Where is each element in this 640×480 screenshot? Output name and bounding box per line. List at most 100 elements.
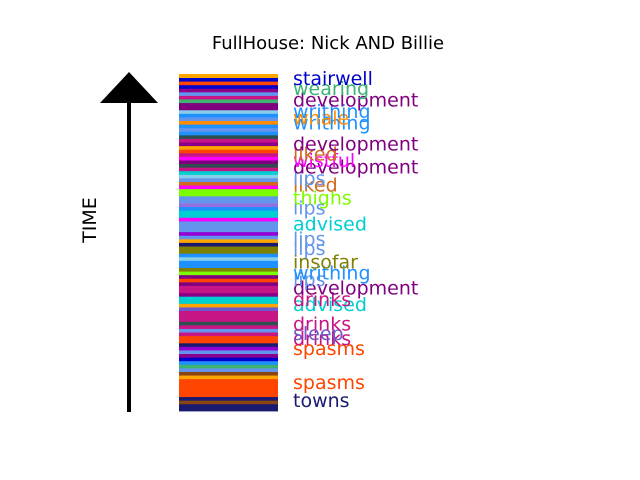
- word-label: writhing: [293, 112, 371, 134]
- stripe: [179, 371, 278, 376]
- stripe: [179, 152, 278, 157]
- stripe: [179, 260, 278, 265]
- word-label: writhing: [293, 101, 371, 123]
- stripe: [179, 267, 278, 272]
- word-label: liked: [293, 174, 338, 196]
- word-label: advised: [293, 294, 367, 316]
- word-label: development: [293, 277, 418, 299]
- stripe: [179, 228, 278, 233]
- stripe: [179, 224, 278, 229]
- stripe: [179, 303, 278, 308]
- stripe: [179, 249, 278, 254]
- stripe: [179, 324, 278, 329]
- stripe: [179, 360, 278, 365]
- stripe: [179, 357, 278, 362]
- stripe: [179, 217, 278, 222]
- stripe: [179, 124, 278, 129]
- word-label: stairwell: [293, 68, 373, 90]
- word-label: development: [293, 89, 418, 111]
- word-labels: townsspasmsspasmsdrinkssleepdrinksadvise…: [293, 68, 418, 412]
- stripe: [179, 167, 278, 172]
- stripe: [179, 382, 278, 387]
- word-label: drinks: [293, 313, 351, 335]
- stripe: [179, 206, 278, 211]
- stripe: [179, 113, 278, 118]
- stripe: [179, 281, 278, 286]
- stripe: [179, 134, 278, 139]
- stripe: [179, 192, 278, 197]
- stripe: [179, 188, 278, 193]
- stripe: [179, 203, 278, 208]
- stripe-column: [179, 74, 278, 412]
- stripe: [179, 213, 278, 218]
- stripe: [179, 321, 278, 326]
- word-label: thighs: [293, 188, 352, 210]
- word-label: lips: [293, 228, 326, 250]
- stripe: [179, 407, 278, 412]
- stripe: [179, 195, 278, 200]
- stripe: [179, 274, 278, 279]
- stripe: [179, 102, 278, 107]
- word-label: liked: [293, 143, 338, 165]
- stripe: [179, 106, 278, 111]
- stripe: [179, 285, 278, 290]
- stripe: [179, 350, 278, 355]
- stripe: [179, 400, 278, 405]
- stripe: [179, 253, 278, 258]
- stripe: [179, 149, 278, 154]
- word-label: spasms: [293, 372, 365, 394]
- word-label: writhing: [293, 263, 371, 285]
- word-label: lips: [293, 197, 326, 219]
- stripe: [179, 91, 278, 96]
- chart-title: FullHouse: Nick AND Billie: [212, 33, 444, 54]
- word-label: lips: [293, 269, 326, 291]
- stripe: [179, 389, 278, 394]
- stripe: [179, 367, 278, 372]
- word-label: towns: [293, 390, 350, 412]
- word-label: drinks: [293, 289, 351, 311]
- stripe: [179, 375, 278, 380]
- stripe: [179, 385, 278, 390]
- stripe: [179, 109, 278, 114]
- stripe: [179, 120, 278, 125]
- stripe: [179, 235, 278, 240]
- stripe: [179, 292, 278, 297]
- word-label: development: [293, 156, 418, 178]
- word-label: drinks: [293, 328, 351, 350]
- stripe: [179, 353, 278, 358]
- stripe: [179, 403, 278, 408]
- stripe: [179, 74, 278, 78]
- stripe: [179, 77, 278, 82]
- stripe: [179, 117, 278, 122]
- stripe: [179, 163, 278, 168]
- stripe: [179, 296, 278, 301]
- stripe: [179, 181, 278, 186]
- stripe: [179, 346, 278, 351]
- stripe: [179, 246, 278, 251]
- stripe: [179, 81, 278, 86]
- word-label: development: [293, 134, 418, 156]
- stripe: [179, 174, 278, 179]
- word-label: sleep: [293, 323, 344, 345]
- stripe: [179, 256, 278, 261]
- stripe: [179, 378, 278, 383]
- stripe: [179, 278, 278, 283]
- word-label: spasms: [293, 338, 365, 360]
- stripe: [179, 328, 278, 333]
- stripe: [179, 242, 278, 247]
- stripe: [179, 310, 278, 315]
- stripe: [179, 127, 278, 132]
- stripe: [179, 145, 278, 150]
- stripe: [179, 185, 278, 190]
- stripe: [179, 299, 278, 304]
- word-label: wearing: [293, 78, 369, 100]
- stripe: [179, 289, 278, 294]
- stripe: [179, 220, 278, 225]
- stripe: [179, 271, 278, 276]
- stripe: [179, 131, 278, 136]
- stripe: [179, 307, 278, 312]
- stripe: [179, 238, 278, 243]
- stripe: [179, 332, 278, 337]
- stripe: [179, 160, 278, 165]
